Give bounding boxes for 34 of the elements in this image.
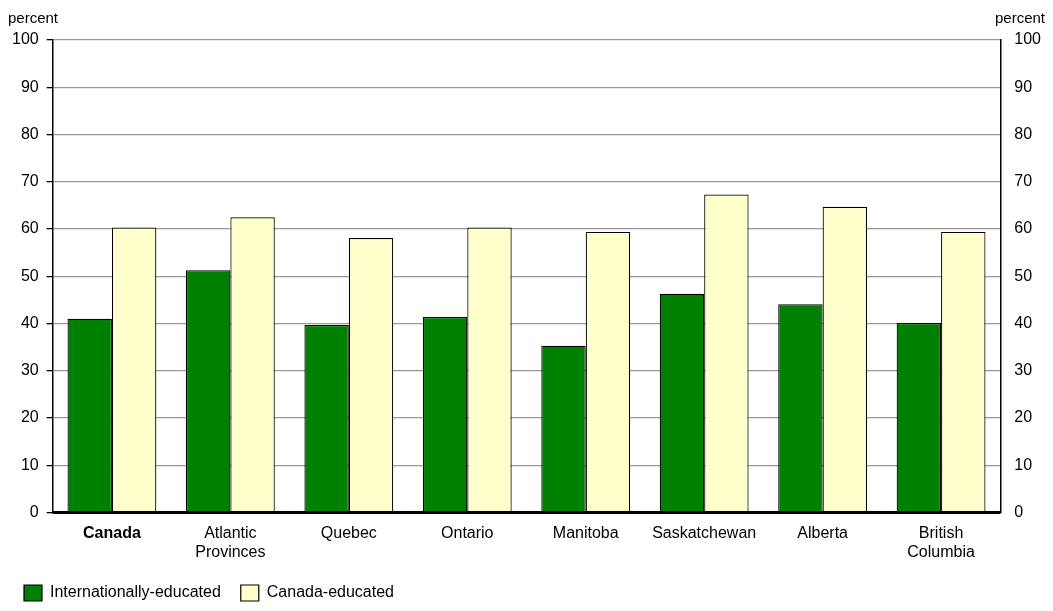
y2-tick-label: 30 [1014, 361, 1033, 379]
x-tick-label: Canada [83, 523, 141, 541]
y-tick-label: 60 [20, 219, 39, 237]
y2-tick-label: 20 [1014, 408, 1033, 426]
y-tick-label: 10 [20, 455, 39, 473]
y2-axis-title: percent [994, 8, 1046, 26]
y-tick-label: 30 [20, 361, 39, 379]
legend-label: Canada-educated [266, 583, 394, 601]
x-tick-label: Manitoba [552, 523, 619, 541]
y2-tick-label: 50 [1014, 266, 1033, 284]
y2-tick-label: 60 [1014, 219, 1033, 237]
legend-label: Internationally-educated [50, 583, 221, 601]
y2-tick-label: 100 [1014, 30, 1042, 48]
y2-tick-label: 80 [1014, 124, 1033, 142]
y2-tick-label: 40 [1014, 313, 1033, 331]
x-tick-label: British Columbia [907, 523, 975, 560]
x-tick-label: Quebec [320, 523, 377, 541]
x-tick-label: Alberta [797, 523, 849, 541]
x-tick-label: Ontario [441, 523, 494, 541]
y2-tick-label: 0 [1014, 503, 1024, 521]
y-tick-label: 80 [20, 124, 39, 142]
y-tick-label: 100 [11, 30, 39, 48]
y-tick-label: 70 [20, 172, 39, 190]
x-tick-label: Atlantic Provinces [195, 523, 266, 560]
y2-tick-label: 90 [1014, 77, 1033, 95]
y-tick-label: 20 [20, 408, 39, 426]
y-tick-label: 0 [29, 503, 39, 521]
y-tick-label: 40 [20, 313, 39, 331]
y2-tick-label: 70 [1014, 172, 1033, 190]
y-tick-label: 50 [20, 266, 39, 284]
y-tick-label: 90 [20, 77, 39, 95]
y2-tick-label: 10 [1014, 455, 1033, 473]
x-tick-label: Saskatchewan [652, 523, 757, 541]
y-axis-title: percent [8, 8, 59, 26]
